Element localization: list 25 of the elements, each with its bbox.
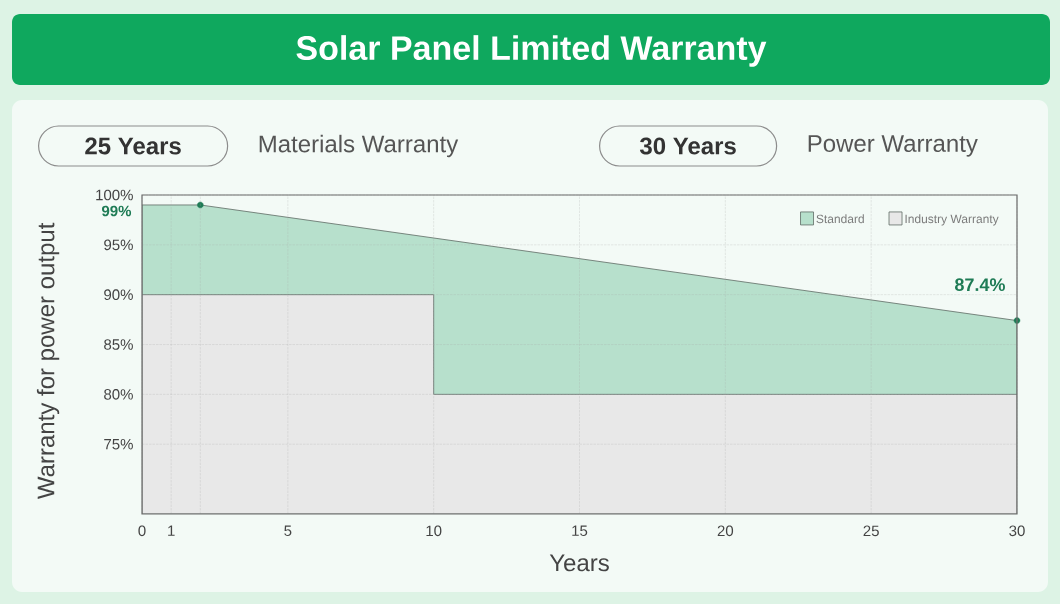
annotation: 99% (101, 205, 132, 217)
chart-title: Solar Panel Limited Warranty (296, 35, 767, 67)
y-tick-label: 90% (104, 289, 133, 300)
x-tick-label: 5 (284, 525, 292, 536)
annotation: 87.4% (954, 278, 1005, 292)
y-tick-label: 80% (104, 389, 133, 400)
y-tick-label: 100% (96, 189, 133, 201)
y-tick-label: 75% (104, 438, 133, 450)
y-tick-label: 95% (104, 239, 133, 251)
y-tick-label: 85% (104, 339, 133, 350)
x-axis-title: Years (549, 554, 609, 572)
x-tick-label: 1 (168, 525, 175, 536)
text: Materials Warranty (259, 134, 459, 158)
x-tick-label: 15 (572, 525, 588, 536)
y-axis-title: Warranty for power output (36, 222, 60, 500)
legend-label: Standard (816, 214, 864, 224)
x-tick-label: 10 (426, 525, 442, 537)
x-tick-label: 20 (717, 525, 734, 537)
x-tick-label: 0 (138, 525, 146, 537)
x-tick-label: 25 (863, 525, 879, 537)
text: Power Warranty (808, 135, 978, 157)
text: 25 Years (85, 137, 181, 155)
x-tick-label: 30 (1009, 525, 1025, 537)
legend-label: Industry Warranty (905, 214, 999, 226)
text: 30 Years (639, 137, 736, 155)
